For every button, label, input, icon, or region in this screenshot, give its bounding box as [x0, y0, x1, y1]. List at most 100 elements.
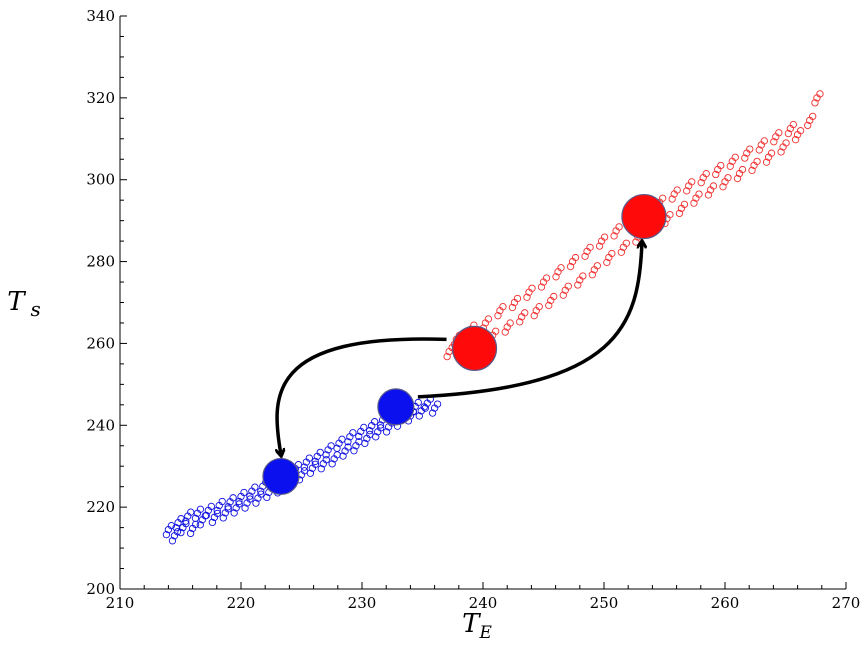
data-point — [784, 129, 792, 138]
highlight-point — [451, 325, 498, 371]
x-tick-label: 250 — [590, 594, 619, 612]
data-point — [741, 154, 749, 162]
series-layer — [162, 90, 824, 545]
axes: 210 220 230 240 250 260 270 200 220 240 260 280 300… — [86, 7, 860, 612]
data-point — [680, 200, 689, 209]
data-point — [173, 528, 182, 536]
data-point — [557, 264, 565, 272]
data-point — [717, 161, 725, 170]
transition-arrow — [277, 337, 447, 455]
data-point — [523, 293, 531, 301]
data-point — [595, 242, 604, 250]
data-point — [333, 444, 341, 452]
data-point — [617, 248, 626, 256]
data-point — [382, 428, 391, 436]
y-axis-label-sub: s — [31, 297, 41, 321]
data-point — [182, 519, 190, 528]
data-point — [789, 120, 797, 129]
data-point — [317, 465, 325, 473]
data-point — [552, 273, 560, 281]
data-point — [559, 291, 567, 299]
data-point — [361, 439, 369, 448]
data-point — [762, 158, 771, 166]
data-point — [311, 457, 319, 466]
data-point — [760, 137, 768, 145]
data-point — [782, 139, 790, 147]
data-point — [219, 514, 227, 522]
data-point — [377, 424, 385, 432]
data-point — [246, 492, 254, 500]
data-point — [235, 500, 243, 508]
data-point — [733, 174, 742, 183]
data-point — [240, 488, 248, 497]
data-point — [574, 281, 582, 289]
data-point — [414, 398, 422, 407]
x-axis-label-sub: E — [478, 623, 492, 643]
data-point — [767, 149, 776, 157]
data-point — [305, 454, 313, 462]
x-tick-label: 270 — [832, 594, 861, 612]
data-point — [593, 262, 601, 270]
data-point — [542, 274, 551, 282]
data-point — [322, 451, 330, 459]
data-point — [208, 518, 217, 527]
data-point — [748, 166, 756, 175]
y-tick-label: 320 — [86, 89, 115, 107]
data-point — [311, 460, 320, 468]
data-point — [251, 483, 259, 491]
data-point — [344, 438, 352, 446]
data-point — [350, 447, 358, 455]
data-point — [586, 243, 594, 251]
data-point — [372, 433, 380, 441]
data-point — [218, 497, 226, 506]
data-point — [213, 509, 222, 518]
data-point — [513, 294, 522, 303]
data-point — [521, 309, 529, 317]
data-point — [683, 187, 691, 195]
data-point — [791, 136, 800, 144]
data-point — [349, 429, 357, 437]
data-point — [731, 153, 739, 161]
data-point — [177, 528, 185, 537]
data-point — [816, 90, 824, 98]
data-point — [494, 312, 502, 320]
y-tick-label: 240 — [86, 416, 115, 434]
data-point — [566, 262, 575, 271]
data-point — [252, 499, 260, 507]
data-point — [371, 418, 379, 426]
data-point — [709, 182, 718, 190]
data-point — [673, 186, 681, 194]
data-point — [508, 303, 517, 312]
data-point — [421, 404, 429, 412]
data-point — [376, 421, 385, 429]
data-point — [610, 232, 618, 240]
data-point — [229, 494, 237, 502]
data-point — [322, 456, 330, 464]
data-point — [516, 318, 524, 326]
data-point — [207, 502, 215, 511]
data-point — [726, 162, 734, 170]
data-point — [339, 452, 347, 460]
data-point — [770, 138, 778, 146]
y-tick-label: 280 — [86, 253, 115, 271]
data-point — [588, 271, 596, 279]
data-point — [528, 284, 536, 292]
data-point — [499, 303, 507, 311]
data-point — [257, 487, 265, 495]
data-point — [196, 521, 204, 529]
data-point — [545, 301, 553, 310]
data-point — [796, 127, 805, 135]
data-point — [550, 292, 558, 301]
data-point — [167, 522, 176, 530]
data-point — [608, 249, 616, 258]
data-point — [428, 409, 437, 417]
data-point — [712, 170, 720, 179]
data-point — [622, 239, 631, 247]
data-point — [182, 517, 190, 525]
data-point — [535, 303, 543, 311]
data-point — [537, 283, 546, 291]
data-point — [433, 400, 442, 408]
data-point — [415, 412, 423, 420]
data-point — [246, 495, 254, 503]
